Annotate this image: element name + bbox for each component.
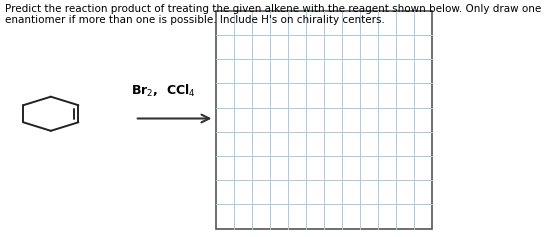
Text: Predict the reaction product of treating the given alkene with the reagent shown: Predict the reaction product of treating… — [6, 4, 542, 25]
Text: Br$_2$,  CCl$_4$: Br$_2$, CCl$_4$ — [131, 83, 196, 99]
